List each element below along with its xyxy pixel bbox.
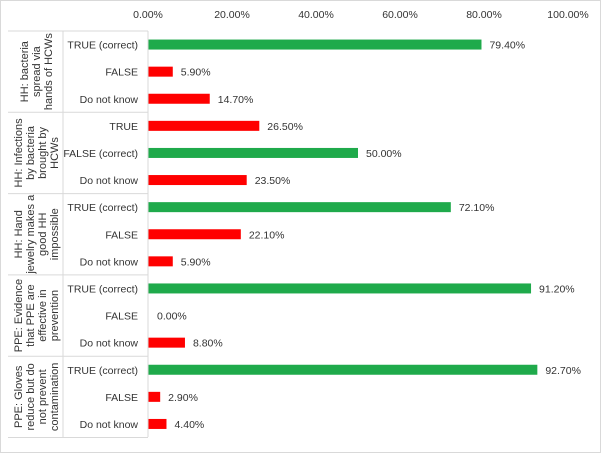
group-label-line: brought by xyxy=(37,126,49,178)
group-label: PPE: Evidencethat PPE areeffective inpre… xyxy=(13,279,61,352)
group-label-line: that PPE are xyxy=(25,284,37,346)
data-label: 2.90% xyxy=(168,392,198,404)
data-label: 26.50% xyxy=(267,121,303,133)
data-label: 5.90% xyxy=(181,67,211,79)
x-tick-label: 100.00% xyxy=(547,9,588,21)
category-label: FALSE xyxy=(105,67,138,79)
group-label: HH: bacteriaspread viahands of HCWs xyxy=(19,33,55,111)
category-label: Do not know xyxy=(80,175,139,187)
group-label-line: prevention xyxy=(49,290,61,341)
category-label: FALSE xyxy=(105,392,138,404)
group-label-line: effective in xyxy=(37,289,49,341)
category-label: TRUE (correct) xyxy=(67,40,138,52)
category-label: Do not know xyxy=(80,419,139,431)
category-label: Do not know xyxy=(80,338,139,350)
data-label: 72.10% xyxy=(459,202,495,214)
bar-incorrect xyxy=(148,120,260,131)
x-tick-label: 60.00% xyxy=(382,9,418,21)
category-label: TRUE (correct) xyxy=(67,202,138,214)
data-labels: 79.40% 5.90% 14.70% 26.50% 50.00% 23.50% 72.10… xyxy=(157,40,581,431)
group-label-line: contamination xyxy=(49,363,61,432)
bar-incorrect xyxy=(148,229,241,240)
data-label: 50.00% xyxy=(366,148,402,160)
category-labels: TRUE (correct) FALSE Do not know TRUE FALSE … xyxy=(63,40,138,431)
group-label-line: PPE: Evidence xyxy=(13,279,25,352)
data-label: 4.40% xyxy=(174,419,204,431)
category-label: Do not know xyxy=(80,256,139,268)
data-label: 22.10% xyxy=(249,229,285,241)
category-label: TRUE (correct) xyxy=(67,365,138,377)
bars xyxy=(148,39,538,429)
bar-incorrect xyxy=(148,418,167,429)
group-label-line: good HH xyxy=(37,212,49,255)
category-label: FALSE xyxy=(105,311,138,323)
group-label-line: not prevent xyxy=(37,369,49,424)
bar-incorrect xyxy=(148,337,185,348)
x-tick-label: 20.00% xyxy=(214,9,250,21)
group-label-line: by bacteria xyxy=(25,125,37,180)
group-labels: HH: bacteriaspread viahands of HCWs HH: I… xyxy=(13,33,61,431)
group-label: HH: Infectionsby bacteriabrought byHCWs xyxy=(13,118,61,188)
group-label-line: impossible xyxy=(49,208,61,260)
bar-correct xyxy=(148,39,482,50)
group-label-line: HH: bacteria xyxy=(19,40,31,102)
data-label: 79.40% xyxy=(489,40,525,52)
bar-incorrect xyxy=(148,175,247,186)
category-label: FALSE (correct) xyxy=(63,148,138,160)
data-label: 91.20% xyxy=(539,283,575,295)
group-label-line: jewelry makes a xyxy=(25,194,37,275)
data-label: 23.50% xyxy=(255,175,291,187)
group-label-line: hands of HCWs xyxy=(43,33,55,111)
category-label: Do not know xyxy=(80,94,139,106)
group-dividers xyxy=(8,30,148,438)
bar-correct xyxy=(148,202,451,213)
x-tick-label: 0.00% xyxy=(133,9,163,21)
bar-correct xyxy=(148,147,358,158)
bar-correct xyxy=(148,283,532,294)
category-label: FALSE xyxy=(105,229,138,241)
bar-incorrect xyxy=(148,93,210,104)
data-label: 92.70% xyxy=(545,365,581,377)
group-label-line: PPE: Gloves xyxy=(13,365,25,428)
bar-correct xyxy=(148,364,538,375)
x-axis-tick-labels: 0.00% 20.00% 40.00% 60.00% 80.00% 100.00% xyxy=(133,9,589,21)
group-label-line: reduce but do xyxy=(25,363,37,430)
group-label: PPE: Glovesreduce but donot preventconta… xyxy=(13,363,61,432)
data-label: 8.80% xyxy=(193,338,223,350)
bar-incorrect xyxy=(148,256,173,267)
x-tick-label: 40.00% xyxy=(298,9,334,21)
bar-incorrect xyxy=(148,391,161,402)
category-label: TRUE (correct) xyxy=(67,283,138,295)
data-label: 5.90% xyxy=(181,256,211,268)
group-label-line: HCWs xyxy=(49,137,61,169)
x-tick-label: 80.00% xyxy=(466,9,502,21)
group-label-line: HH: Hand xyxy=(13,210,25,258)
group-label-line: HH: Infections xyxy=(13,118,25,188)
group-label: HH: Handjewelry makes agood HHimpossible xyxy=(13,194,61,275)
category-label: TRUE xyxy=(109,121,138,133)
data-label: 14.70% xyxy=(218,94,254,106)
group-label-line: spread via xyxy=(31,45,43,97)
data-label: 0.00% xyxy=(157,311,187,323)
bar-incorrect xyxy=(148,66,173,77)
